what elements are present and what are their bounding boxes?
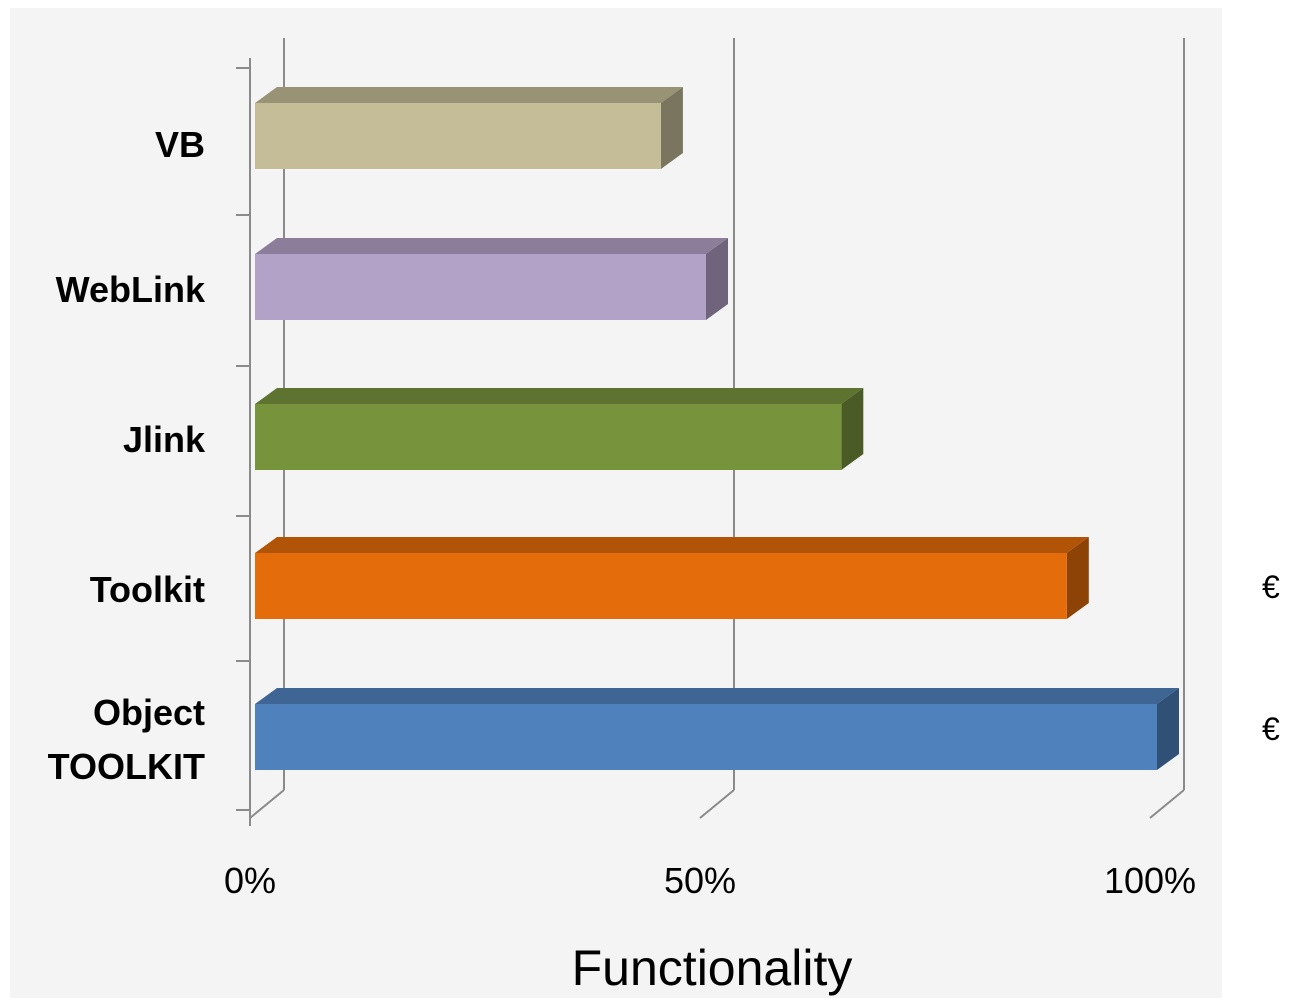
category-label-line: Object bbox=[93, 692, 205, 733]
bar-side-face bbox=[1066, 537, 1089, 619]
bar-top-face bbox=[255, 87, 683, 103]
gridline-floor-2 bbox=[1149, 789, 1185, 819]
category-label-1: WebLink bbox=[56, 269, 206, 310]
bar-side-face bbox=[841, 388, 864, 470]
x-tick-label-1: 50% bbox=[664, 860, 736, 901]
bar-side-face bbox=[1157, 688, 1179, 770]
plot-background bbox=[10, 8, 1222, 998]
bar-side-face bbox=[706, 238, 728, 320]
bar-toolkit bbox=[255, 537, 1089, 619]
gridline-floor-1 bbox=[699, 789, 735, 819]
bar-jlink bbox=[255, 388, 864, 470]
category-labels: VB WebLink Jlink Toolkit Object TOOLKIT bbox=[48, 124, 206, 787]
category-label-4: Object TOOLKIT bbox=[48, 692, 205, 787]
category-label-2: Jlink bbox=[123, 419, 206, 460]
category-label-3: Toolkit bbox=[90, 569, 205, 610]
y-axis bbox=[236, 58, 251, 826]
bar-top-face bbox=[255, 238, 728, 254]
category-label-line: WebLink bbox=[56, 269, 206, 310]
side-mark-2: € bbox=[1262, 711, 1280, 747]
bar-front-face bbox=[255, 404, 842, 470]
category-label-0: VB bbox=[155, 124, 205, 165]
bar-front-face bbox=[255, 103, 661, 169]
bar-weblink bbox=[255, 238, 728, 320]
category-label-line: VB bbox=[155, 124, 205, 165]
side-mark-1: € bbox=[1262, 569, 1280, 605]
bar-side-face bbox=[660, 87, 683, 169]
category-label-line: Toolkit bbox=[90, 569, 205, 610]
bar-object-toolkit bbox=[255, 688, 1179, 770]
bar-top-face bbox=[255, 537, 1089, 553]
bar-front-face bbox=[255, 254, 706, 320]
x-tick-label-2: 100% bbox=[1104, 860, 1196, 901]
bar-front-face bbox=[255, 553, 1067, 619]
category-label-line: Jlink bbox=[123, 419, 206, 460]
x-tick-label-0: 0% bbox=[224, 860, 276, 901]
x-tick-labels: 0% 50% 100% bbox=[224, 860, 1196, 901]
bar-front-face bbox=[255, 704, 1157, 770]
bar-top-face bbox=[255, 688, 1179, 704]
x-axis-title: Functionality bbox=[572, 940, 853, 996]
bars bbox=[255, 87, 1179, 770]
gridline-floor-0 bbox=[249, 789, 285, 819]
bar-top-face bbox=[255, 388, 864, 404]
bar-vb bbox=[255, 87, 683, 169]
category-label-line: TOOLKIT bbox=[48, 746, 205, 787]
